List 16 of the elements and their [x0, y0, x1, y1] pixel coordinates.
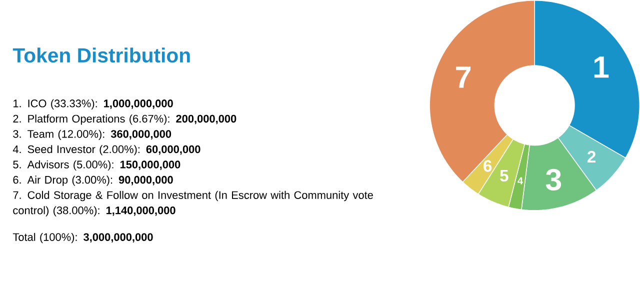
slice-label: 5 [500, 170, 508, 182]
slice-label: 3 [546, 168, 562, 191]
text: 5. Advisors (5.00%): 150,000,000 [13, 160, 180, 171]
text: 4. Seed Investor (2.00%): 60,000,000 [12, 145, 200, 156]
slice-label: 2 [588, 151, 596, 163]
slice-label: 1 [594, 56, 609, 78]
text: 7. Cold Storage & Follow on Investment (In Escrow with Community vote control) (38.00%): 1,140,000,000 [13, 191, 373, 217]
slice-label: 4 [518, 177, 524, 184]
text: 3. Team (12.00%): 360,000,000 [13, 130, 172, 140]
text: Token Distribution [12, 48, 190, 63]
slice-label: 7 [456, 66, 470, 88]
text: Total (100%): 3,000,000,000 [12, 233, 153, 244]
slice-label: 6 [484, 160, 492, 172]
text: 6. Air Drop (3.00%): 90,000,000 [13, 176, 173, 186]
text: 2. Platform Operations (6.67%): 200,000,000 [13, 114, 236, 125]
text: 1. ICO (33.33%): 1,000,000,000 [14, 99, 173, 110]
